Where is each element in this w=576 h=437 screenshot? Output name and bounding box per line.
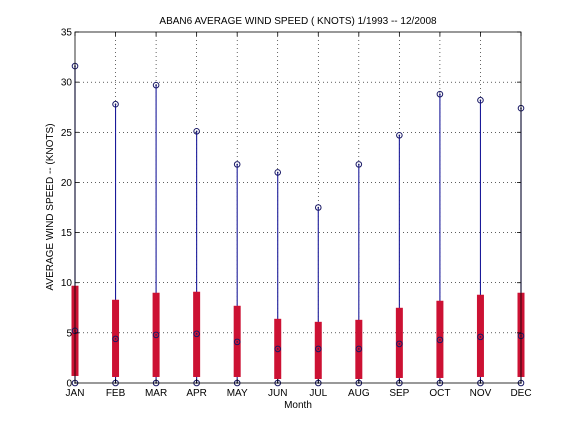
mean-marker [396, 340, 403, 348]
y-tick-label: 25 [61, 128, 73, 139]
y-tick-label: 30 [61, 78, 73, 89]
interquartile-bar [476, 294, 484, 377]
max-marker-dot [276, 171, 279, 174]
max-marker [477, 96, 484, 104]
max-marker-dot [236, 163, 238, 166]
max-marker-dot [398, 134, 401, 137]
max-marker-dot [155, 84, 157, 86]
mean-marker-dot [317, 348, 320, 350]
mean-marker-dot [236, 341, 238, 343]
max-marker-dot [114, 103, 117, 106]
max-marker [274, 169, 282, 176]
mean-marker [314, 345, 322, 353]
mean-marker-dot [155, 334, 157, 336]
mean-marker-dot [358, 348, 360, 350]
y-tick-label: 15 [61, 228, 73, 239]
x-tick-label: MAY [227, 388, 248, 399]
chart-title: ABAN6 AVERAGE WIND SPEED ( KNOTS) 1/1993… [159, 16, 437, 27]
max-marker [314, 204, 322, 211]
interquartile-bar [314, 321, 322, 379]
x-tick-label: APR [186, 388, 207, 399]
tick-layer: 0 5 10 15 20 25 30 35 JAN FEB MAR APR MAY JUN JUL AUG SE… [61, 28, 532, 400]
y-axis-label: AVERAGE WIND SPEED -- (KNOTS) [45, 123, 56, 290]
max-marker-dot [439, 93, 441, 95]
plot-frame [74, 31, 522, 384]
interquartile-bar [395, 307, 403, 378]
mean-marker [355, 345, 363, 353]
max-marker [355, 161, 363, 168]
max-marker [152, 81, 160, 89]
y-tick-label: 10 [61, 278, 73, 289]
max-marker-dot [195, 130, 198, 133]
mean-marker [152, 331, 160, 339]
max-marker [193, 127, 200, 135]
x-tick-label: JAN [66, 388, 85, 399]
y-tick-label: 5 [66, 328, 72, 339]
mean-marker-dot [195, 333, 198, 335]
mean-marker [233, 338, 241, 346]
max-marker [436, 90, 444, 98]
max-marker [233, 161, 241, 168]
y-tick-label: 35 [61, 28, 73, 39]
mean-marker [436, 336, 444, 344]
max-marker-dot [358, 163, 360, 166]
y-tick-label: 20 [61, 178, 73, 189]
x-tick-label: OCT [429, 388, 450, 399]
x-tick-label: MAR [145, 388, 167, 399]
mean-marker-dot [439, 339, 441, 341]
max-marker [396, 131, 403, 139]
mean-marker-dot [398, 343, 401, 345]
max-marker [112, 100, 119, 108]
mean-marker [193, 330, 200, 338]
y-tick-label: 0 [66, 379, 72, 390]
x-tick-label: NOV [470, 388, 492, 399]
x-tick-label: JUN [268, 388, 287, 399]
max-marker-dot [479, 99, 482, 101]
max-marker-dot [317, 206, 320, 209]
x-tick-label: JUL [309, 388, 327, 399]
x-tick-label: SEP [389, 388, 409, 399]
x-tick-label: FEB [106, 388, 126, 399]
mean-marker-dot [479, 336, 482, 338]
mean-marker-dot [114, 338, 117, 340]
mean-marker [477, 333, 484, 341]
mean-marker-dot [276, 348, 279, 350]
x-tick-label: DEC [510, 388, 531, 399]
mean-marker [112, 335, 119, 343]
mean-marker [274, 345, 282, 353]
x-axis-label: Month [284, 400, 312, 411]
x-tick-label: AUG [348, 388, 370, 399]
